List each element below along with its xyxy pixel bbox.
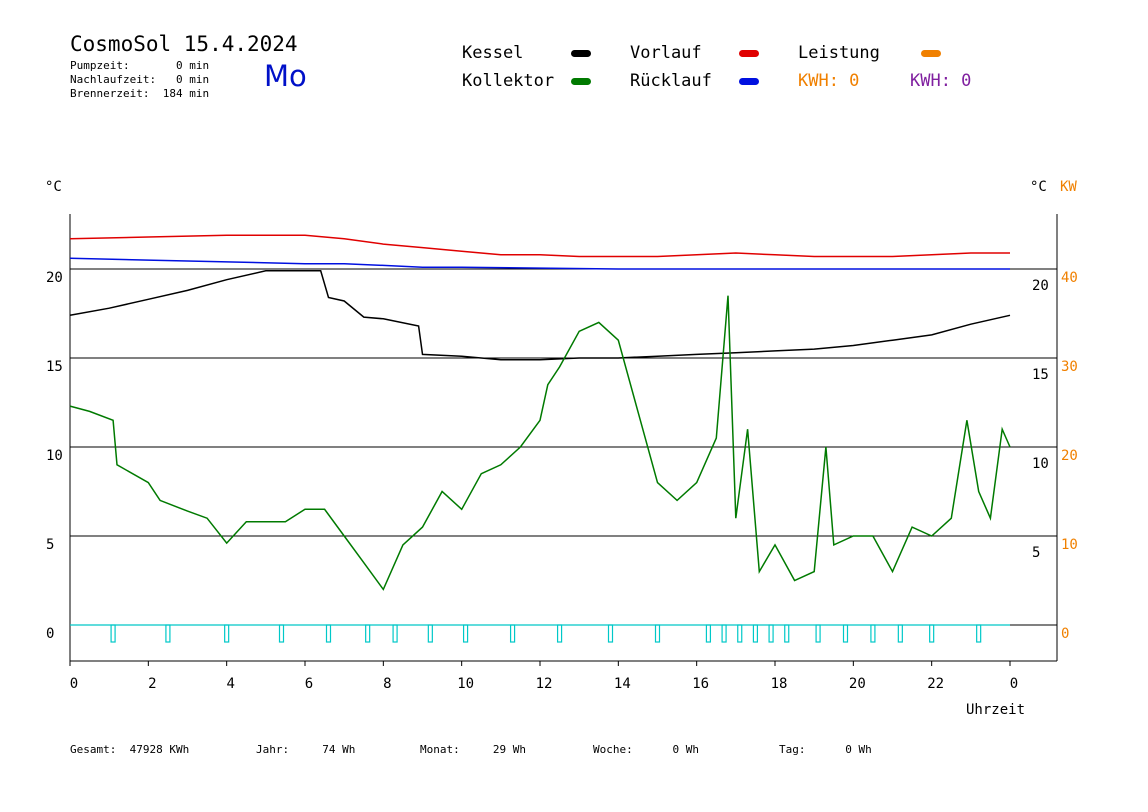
legend-vorlauf-swatch xyxy=(739,50,759,57)
x-tick-label: 14 xyxy=(614,676,631,692)
pump-marker xyxy=(110,624,116,643)
pump-marker xyxy=(556,624,563,643)
pump-marker xyxy=(224,624,230,643)
legend-kollektor-label: Kollektor xyxy=(462,71,555,91)
x-tick-label: 16 xyxy=(692,676,709,692)
y-right-tick-label: 15 xyxy=(1032,367,1049,383)
y-right-tick-label: 10 xyxy=(1032,456,1049,472)
x-tick-label: 4 xyxy=(226,676,234,692)
pump-marker xyxy=(752,624,759,643)
pump-marker xyxy=(705,624,712,643)
series-line-kollektor xyxy=(69,295,1011,591)
pump-marker xyxy=(784,624,790,643)
pump-marker xyxy=(607,624,614,643)
pump-marker xyxy=(976,624,982,643)
series-line-kessel xyxy=(69,270,1011,361)
pump-marker xyxy=(427,624,433,643)
footer-jahr: Jahr: 74 Wh xyxy=(256,743,356,756)
footer-gesamt: Gesamt: 47928 KWh xyxy=(70,743,190,756)
series-line-vorlauf xyxy=(69,234,1010,258)
x-tick-label: 12 xyxy=(536,676,553,692)
pump-time: Pumpzeit: 0 min xyxy=(70,59,210,72)
legend-ruecklauf-label: Rücklauf xyxy=(630,71,712,91)
x-axis-label: Uhrzeit xyxy=(966,702,1026,718)
pump-marker xyxy=(365,624,371,643)
x-tick-label: 22 xyxy=(927,676,944,692)
chart-title: CosmoSol 15.4.2024 xyxy=(70,32,298,56)
legend-kessel-label: Kessel xyxy=(462,43,524,63)
pump-marker xyxy=(815,624,821,643)
y-left-tick-label: 0 xyxy=(46,626,54,642)
legend-leistung-label: Leistung xyxy=(798,43,880,63)
x-tick-label: 10 xyxy=(457,676,474,692)
brenner-time: Brennerzeit: 184 min xyxy=(70,87,210,100)
pump-marker xyxy=(842,624,849,643)
legend-ruecklauf-swatch xyxy=(739,78,759,85)
pump-marker xyxy=(654,624,661,643)
y-left-tick-label: 20 xyxy=(46,270,63,286)
left-axis-unit: °C xyxy=(45,179,62,195)
legend-kessel-swatch xyxy=(571,50,591,57)
x-tick-label: 2 xyxy=(148,676,156,692)
legend-kwh-leistung: KWH: 0 xyxy=(798,71,860,91)
y-right-kw-tick-label: 10 xyxy=(1061,537,1078,553)
y-right-kw-tick-label: 40 xyxy=(1061,270,1078,286)
x-tick-label: 0 xyxy=(70,676,78,692)
legend-leistung-swatch xyxy=(921,50,941,57)
y-right-kw-tick-label: 0 xyxy=(1061,626,1069,642)
footer-monat: Monat: 29 Wh xyxy=(420,743,526,756)
pump-marker xyxy=(897,624,903,643)
y-right-kw-tick-label: 30 xyxy=(1061,359,1078,375)
pump-marker xyxy=(768,624,774,643)
footer-tag: Tag: 0 Wh xyxy=(779,743,872,756)
x-tick-label: 0 xyxy=(1010,676,1018,692)
x-tick-label: 20 xyxy=(849,676,866,692)
y-left-tick-label: 15 xyxy=(46,359,63,375)
pump-marker xyxy=(165,624,171,643)
pump-marker xyxy=(721,624,727,643)
legend-kwh-secondary: KWH: 0 xyxy=(910,71,972,91)
pump-marker xyxy=(392,624,398,643)
x-tick-label: 6 xyxy=(305,676,313,692)
x-tick-label: 18 xyxy=(771,676,788,692)
pump-marker xyxy=(278,624,285,643)
pump-marker xyxy=(325,624,332,643)
nachlauf-time: Nachlaufzeit: 0 min xyxy=(70,73,210,86)
weekday-label: Mo xyxy=(264,59,307,93)
pump-marker xyxy=(509,624,516,643)
right-axis-unit: °C xyxy=(1030,179,1047,195)
legend-vorlauf-label: Vorlauf xyxy=(630,43,702,63)
y-left-tick-label: 5 xyxy=(46,537,54,553)
pump-marker xyxy=(462,624,469,643)
y-right-tick-label: 5 xyxy=(1032,545,1040,561)
footer-woche: Woche: 0 Wh xyxy=(593,743,699,756)
y-right-kw-tick-label: 20 xyxy=(1061,448,1078,464)
pump-marker xyxy=(737,624,743,643)
pump-marker xyxy=(870,624,876,643)
right-axis-unit-kw: KW xyxy=(1060,179,1077,195)
x-tick-label: 8 xyxy=(383,676,391,692)
y-right-tick-label: 20 xyxy=(1032,278,1049,294)
y-left-tick-label: 10 xyxy=(46,448,63,464)
series-line-ruecklauf xyxy=(69,257,1010,270)
legend-kollektor-swatch xyxy=(571,78,591,85)
pump-marker xyxy=(929,624,935,643)
